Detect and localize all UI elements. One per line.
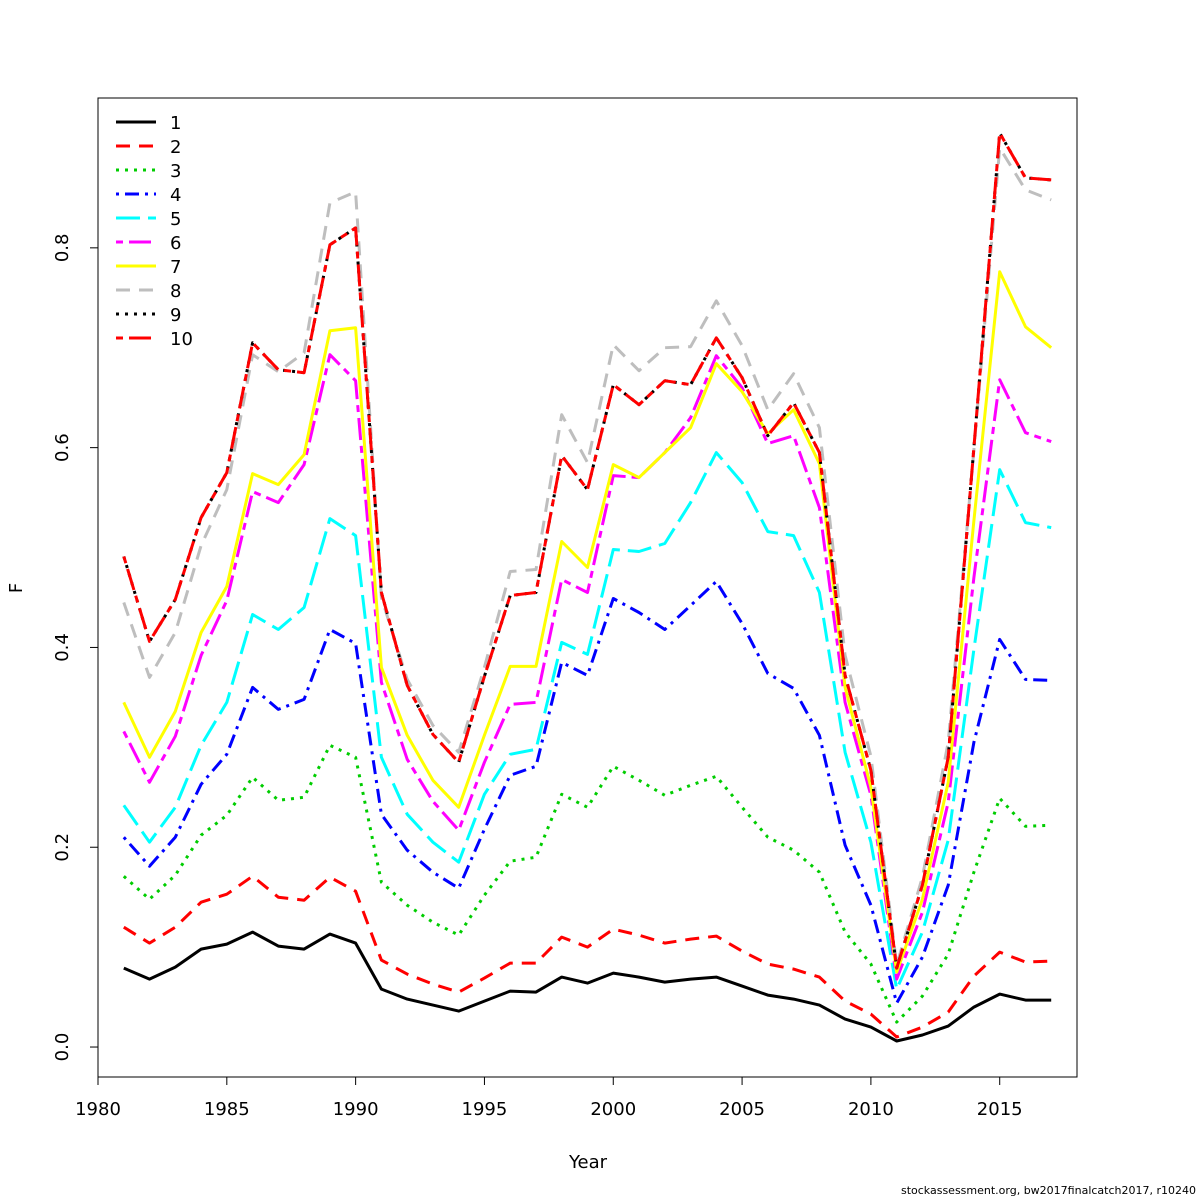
y-tick-label: 0.6 xyxy=(52,433,73,462)
footer-credit: stockassessment.org, bw2017finalcatch201… xyxy=(900,1184,1196,1197)
series-line-8 xyxy=(122,146,1052,967)
series-line-6 xyxy=(122,353,1052,981)
x-tick-label: 1995 xyxy=(462,1099,508,1120)
x-tick-label: 1980 xyxy=(75,1099,121,1120)
series-line-5 xyxy=(122,451,1052,991)
series-line-2 xyxy=(123,874,1052,1039)
legend-label-10: 10 xyxy=(170,329,193,350)
legend-label-2: 2 xyxy=(170,137,181,158)
legend-label-3: 3 xyxy=(170,161,181,182)
legend-label-9: 9 xyxy=(170,305,181,326)
series-line-9 xyxy=(122,131,1052,970)
series-line-7 xyxy=(122,270,1053,974)
y-axis-title: F xyxy=(6,583,27,593)
legend: 1 2 3 4 5 6 7 8 9 10 xyxy=(116,113,193,350)
legend-label-4: 4 xyxy=(170,185,181,206)
x-tick-label: 2015 xyxy=(977,1099,1023,1120)
y-tick-label: 0.2 xyxy=(52,833,73,862)
y-tick-label: 0.0 xyxy=(52,1033,73,1062)
x-axis-title: Year xyxy=(568,1152,608,1173)
y-axis: 0.0 0.2 0.4 0.6 0.8 xyxy=(52,234,99,1062)
series-line-10 xyxy=(122,131,1052,970)
x-tick-label: 1990 xyxy=(333,1099,379,1120)
legend-label-7: 7 xyxy=(170,257,181,278)
x-tick-label: 2005 xyxy=(719,1099,765,1120)
series-lines xyxy=(122,131,1053,1043)
y-tick-label: 0.4 xyxy=(52,633,73,662)
legend-label-5: 5 xyxy=(170,209,181,230)
x-tick-label: 2010 xyxy=(848,1099,894,1120)
legend-label-1: 1 xyxy=(170,113,181,134)
x-axis: 1980 1985 1990 1995 2000 2005 2010 2015 xyxy=(75,1076,1023,1120)
y-tick-label: 0.8 xyxy=(52,234,73,263)
legend-label-6: 6 xyxy=(170,233,181,254)
x-tick-label: 1985 xyxy=(204,1099,250,1120)
x-tick-label: 2000 xyxy=(590,1099,636,1120)
series-line-3 xyxy=(122,743,1052,1024)
series-line-4 xyxy=(122,580,1052,1005)
legend-label-8: 8 xyxy=(170,281,181,302)
series-line-1 xyxy=(123,930,1052,1043)
